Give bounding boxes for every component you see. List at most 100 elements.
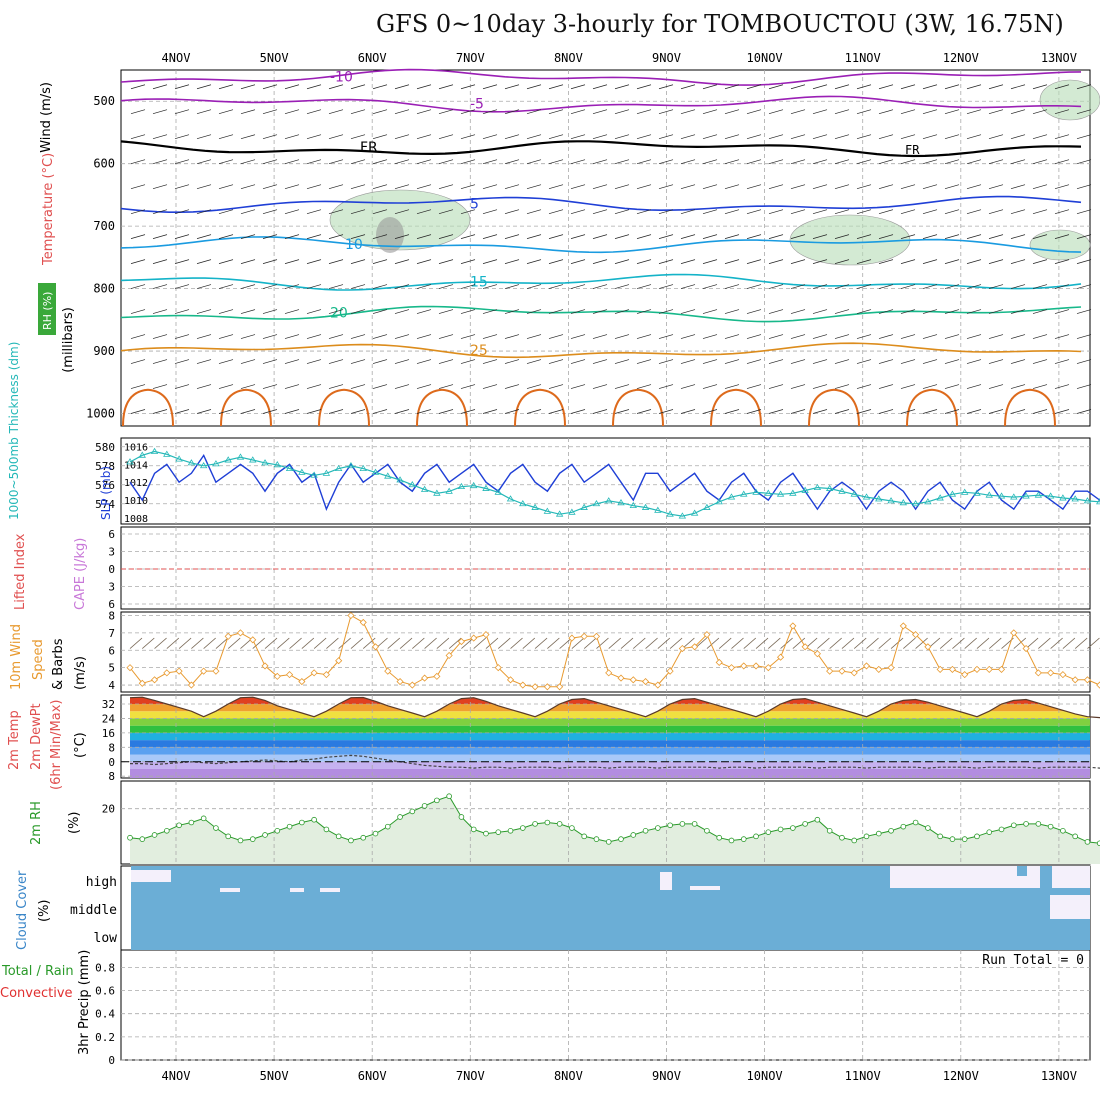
wind-barb [834,234,850,239]
wind-barb [724,84,740,90]
rh-marker [1072,833,1078,840]
wind-barb [988,109,1004,115]
wind-barb [1010,209,1026,214]
wind-barb [196,259,212,264]
rh-marker [151,832,158,838]
wind-barb [724,259,740,264]
wind-speed-marker [985,665,993,673]
wind-barb [416,209,432,214]
wind-barb [570,259,586,264]
wind-barb [372,134,388,140]
thickness-marker [666,510,674,517]
dewpoint-line [130,754,1100,769]
wind-speed-marker [1059,671,1067,679]
wind-barb [878,409,894,414]
y-tick-label-temp: 32 [102,698,115,711]
temp-color-band [130,704,1090,712]
wind-barb [966,409,982,414]
wind-barb [196,284,212,289]
wind-barb [746,284,762,289]
wind-barb [372,234,388,239]
wind-speed-marker [752,662,760,670]
wind-barb [306,84,322,90]
temp-color-band [130,732,1090,741]
rh-marker [949,836,956,842]
wind-barb [262,134,278,140]
wind-barb-10m [903,637,916,649]
wind-speed-marker [421,674,429,682]
wind-barb [702,284,718,289]
rh-marker [790,825,796,831]
wind-barb [680,109,696,115]
wind-barb [548,84,564,90]
wind-barb-10m [448,637,462,649]
wind-barb [328,259,344,264]
thickness-marker [298,468,306,475]
wind-barb [350,84,366,90]
wind-barb [394,284,410,289]
wind-barb [372,259,388,264]
wind-barb [592,159,608,165]
thickness-marker [776,490,785,497]
wind-barb [636,84,652,90]
wind-barb [988,309,1004,314]
wind-speed-marker [838,667,846,675]
wind-barb [1010,109,1026,115]
wind-barb [328,309,344,314]
wind-barb [130,309,146,314]
thickness-marker [445,487,453,494]
wind-barb [570,134,586,140]
wind-barb [306,309,322,314]
wind-barb-10m [792,637,806,649]
wind-barb [746,184,762,190]
wind-barb [416,109,432,115]
wind-speed-marker [875,665,883,673]
wind-barb [1032,284,1048,289]
wind-barb [1010,234,1026,239]
wind-barb [724,284,740,289]
rh-marker [446,793,452,800]
wind-barb-10m [215,637,229,649]
wind-barb [152,334,168,339]
wind-barb [988,184,1004,190]
wind-barb [570,359,586,364]
wind-barb [438,259,454,264]
wind-barb-10m [277,637,290,649]
wind-barb [702,84,718,90]
y-tick-label-wind: 8 [108,609,115,622]
wind-barb [790,159,806,165]
rh-marker [1060,827,1066,834]
y-axis-label-barbs: & Barbs [51,638,66,690]
wind-speed-marker [457,637,465,646]
wind-barb [526,184,542,190]
wind-barb [196,309,212,314]
wind-speed-marker [359,618,367,627]
y-axis-label-wind10: 10m Wind [9,624,24,690]
thickness-marker [960,488,969,495]
wind-barb [130,209,146,214]
rh-marker [875,830,882,837]
wind-barb [460,234,476,239]
y-tick-label-li: 0 [108,563,115,576]
wind-barb [944,284,960,289]
wind-barb [922,209,938,214]
wind-barb [174,259,190,264]
wind-barb [306,234,322,239]
x-tick-label-top: 9NOV [652,51,681,65]
wind-barb [1054,209,1070,214]
thickness-marker [1071,495,1079,502]
wind-barb [790,234,806,239]
wind-barb [262,184,278,190]
wind-barb [328,359,344,364]
wind-barb [944,334,960,339]
x-tick-label-bottom: 12NOV [943,1069,979,1083]
x-tick-label-top: 10NOV [747,51,783,65]
wind-barb-10m [731,637,744,649]
wind-barb [394,84,410,90]
wind-barb [724,184,740,190]
wind-barb [680,409,696,414]
wind-speed-marker [862,662,871,670]
wind-barb [262,409,278,414]
wind-speed-marker [813,650,821,658]
wind-barb [724,234,740,239]
